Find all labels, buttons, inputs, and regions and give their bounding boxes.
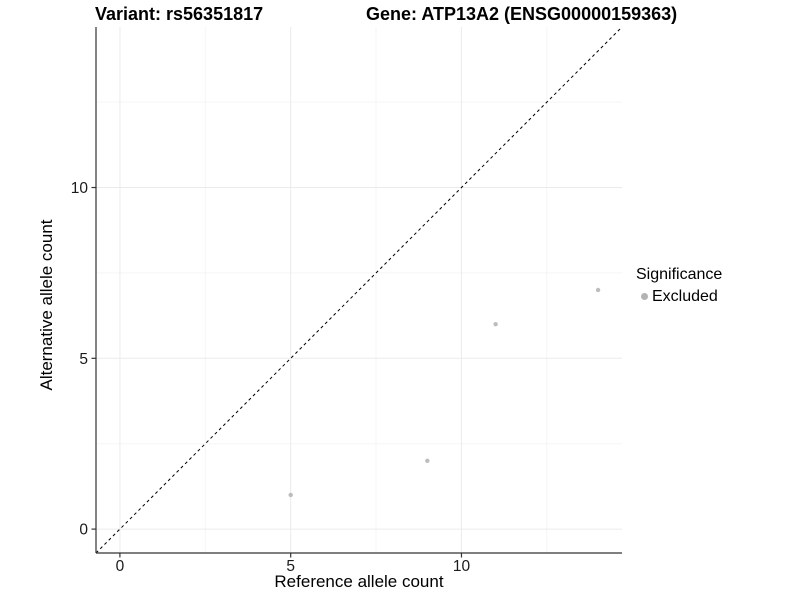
- data-point: [493, 321, 498, 327]
- data-point: [288, 492, 293, 498]
- legend-title: Significance: [636, 266, 723, 283]
- y-tick-label: 10: [71, 180, 89, 197]
- legend: Significance Excluded: [636, 265, 722, 306]
- y-tick-label: 0: [79, 522, 88, 539]
- data-point: [595, 287, 601, 293]
- x-axis-label: Reference allele count: [274, 572, 444, 591]
- data-point: [425, 458, 430, 463]
- plot-title-gene: Gene: ATP13A2 (ENSG00000159363): [366, 4, 678, 24]
- identity-line: [95, 26, 623, 554]
- x-tick-label: 5: [286, 558, 295, 575]
- x-tick-label: 10: [453, 558, 471, 575]
- y-tick-label: 5: [79, 351, 88, 368]
- x-tick-label: 0: [116, 558, 125, 575]
- excluded-point-icon: [641, 293, 648, 300]
- plot-title-variant: Variant: rs56351817: [95, 4, 264, 24]
- legend-entry-excluded: Excluded: [636, 287, 722, 306]
- legend-entry-label: Excluded: [652, 288, 718, 305]
- y-axis-label: Alternative allele count: [37, 219, 56, 391]
